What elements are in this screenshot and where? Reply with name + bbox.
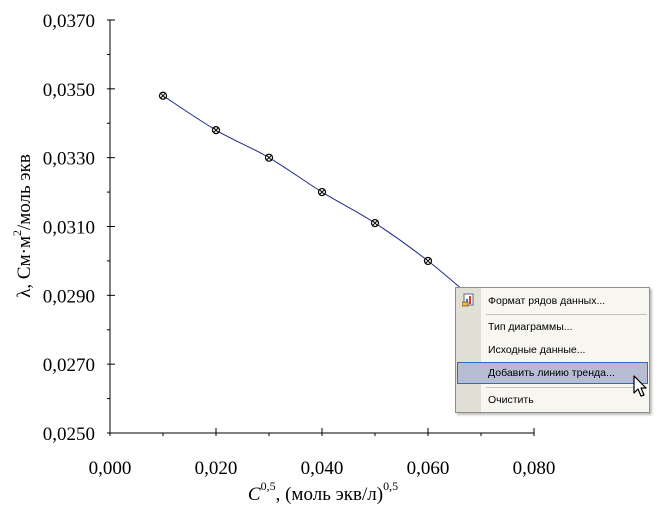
y-tick-label: 0,0350 [43, 80, 95, 101]
menu-item-clear[interactable]: Очистить [457, 389, 648, 411]
context-menu: Формат рядов данных... Тип диаграммы... … [455, 287, 650, 413]
y-tick-label: 0,0330 [43, 149, 95, 170]
y-tick-label: 0,0310 [43, 218, 95, 239]
y-tick-label: 0,0370 [43, 11, 95, 32]
data-point [423, 256, 433, 266]
x-tick-label: 0,020 [195, 458, 238, 479]
menu-separator [486, 314, 647, 315]
axes [107, 19, 535, 436]
format-series-icon [462, 293, 474, 307]
menu-item-chart-type[interactable]: Тип диаграммы... [457, 316, 648, 338]
mouse-cursor-icon [633, 375, 647, 397]
data-point [317, 187, 327, 197]
data-point-cross [425, 258, 431, 264]
menu-item-label: Тип диаграммы... [488, 321, 573, 333]
context-menu-gutter [456, 288, 481, 412]
menu-item-label: Добавить линию тренда... [488, 367, 615, 379]
data-point [264, 153, 274, 162]
data-point-cross [266, 154, 272, 161]
menu-item-label: Очистить [488, 394, 534, 406]
y-tick-label: 0,0290 [43, 286, 95, 307]
data-point-cross [213, 127, 219, 133]
series-markers[interactable] [158, 91, 486, 310]
data-point [370, 218, 380, 228]
y-tick-label: 0,0270 [43, 355, 95, 376]
menu-separator [486, 387, 647, 388]
y-axis-title: λ, См·м2/моль экв [10, 154, 35, 298]
menu-item-add-trendline[interactable]: Добавить линию тренда... [457, 362, 648, 384]
menu-item-label: Формат рядов данных... [488, 295, 606, 307]
data-point-cross [372, 220, 378, 226]
menu-item-source-data[interactable]: Исходные данные... [457, 339, 648, 361]
x-tick-label: 0,000 [89, 458, 132, 479]
tick-labels: 0,0250 0,0270 0,0290 0,0310 0,0330 0,0350 0,03… [43, 11, 556, 479]
data-point [211, 126, 221, 135]
y-tick-label: 0,0250 [43, 424, 95, 445]
x-tick-label: 0,080 [513, 458, 556, 479]
x-tick-label: 0,060 [407, 458, 450, 479]
series-line[interactable] [162, 95, 482, 307]
data-point [158, 91, 168, 100]
x-tick-label: 0,040 [301, 458, 344, 479]
menu-item-label: Исходные данные... [488, 344, 586, 356]
data-point-cross [319, 189, 325, 195]
menu-item-format-data-series[interactable]: Формат рядов данных... [457, 290, 648, 312]
x-axis-title: C0,5, (моль экв/л)0,5 [248, 479, 398, 505]
data-point-cross [160, 92, 166, 99]
